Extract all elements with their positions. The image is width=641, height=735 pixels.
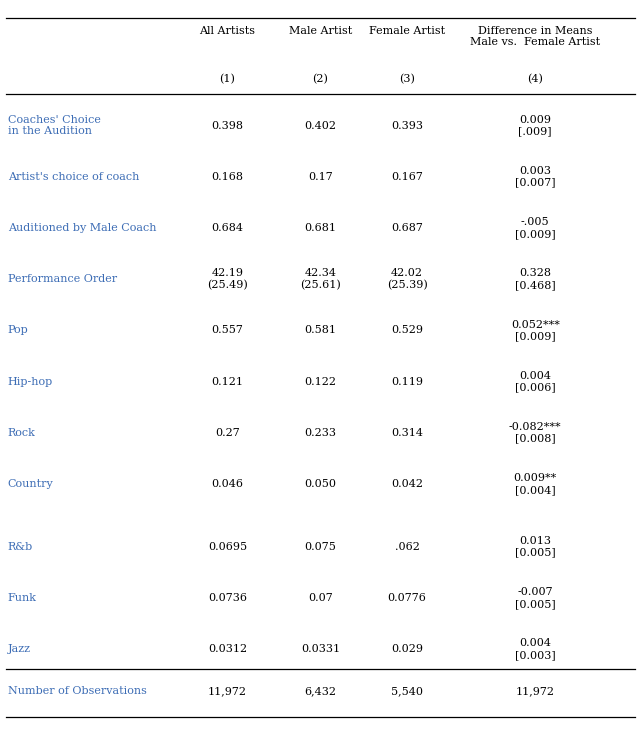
Text: 0.0312: 0.0312 — [208, 644, 247, 654]
Text: All Artists: All Artists — [199, 26, 256, 36]
Text: 42.34
(25.61): 42.34 (25.61) — [300, 268, 341, 290]
Text: 0.004
[0.003]: 0.004 [0.003] — [515, 639, 556, 660]
Text: 0.17: 0.17 — [308, 172, 333, 182]
Text: 0.0695: 0.0695 — [208, 542, 247, 552]
Text: Number of Observations: Number of Observations — [8, 686, 147, 696]
Text: Artist's choice of coach: Artist's choice of coach — [8, 172, 139, 182]
Text: 0.121: 0.121 — [212, 376, 244, 387]
Text: Female Artist: Female Artist — [369, 26, 445, 36]
Text: 0.050: 0.050 — [304, 479, 337, 489]
Text: 6,432: 6,432 — [304, 686, 337, 696]
Text: 0.046: 0.046 — [212, 479, 244, 489]
Text: 0.393: 0.393 — [391, 121, 423, 131]
Text: Coaches' Choice
in the Audition: Coaches' Choice in the Audition — [8, 115, 101, 137]
Text: 0.684: 0.684 — [212, 223, 244, 233]
Text: 0.398: 0.398 — [212, 121, 244, 131]
Text: -0.082***
[0.008]: -0.082*** [0.008] — [509, 422, 562, 444]
Text: 0.402: 0.402 — [304, 121, 337, 131]
Text: 0.07: 0.07 — [308, 593, 333, 603]
Text: -.005
[0.009]: -.005 [0.009] — [515, 217, 556, 239]
Text: 0.122: 0.122 — [304, 376, 337, 387]
Text: 0.167: 0.167 — [391, 172, 423, 182]
Text: Rock: Rock — [8, 428, 35, 438]
Text: 0.233: 0.233 — [304, 428, 337, 438]
Text: -0.007
[0.005]: -0.007 [0.005] — [515, 587, 556, 609]
Text: 42.19
(25.49): 42.19 (25.49) — [207, 268, 248, 290]
Text: 0.0776: 0.0776 — [388, 593, 426, 603]
Text: 0.042: 0.042 — [391, 479, 423, 489]
Text: Pop: Pop — [8, 326, 28, 335]
Text: Country: Country — [8, 479, 53, 489]
Text: 0.013
[0.005]: 0.013 [0.005] — [515, 536, 556, 558]
Text: 5,540: 5,540 — [391, 686, 423, 696]
Text: 0.009**
[0.004]: 0.009** [0.004] — [513, 473, 557, 495]
Text: Difference in Means
Male vs.  Female Artist: Difference in Means Male vs. Female Arti… — [470, 26, 601, 47]
Text: 0.581: 0.581 — [304, 326, 337, 335]
Text: Performance Order: Performance Order — [8, 274, 117, 284]
Text: 0.314: 0.314 — [391, 428, 423, 438]
Text: 11,972: 11,972 — [208, 686, 247, 696]
Text: Auditioned by Male Coach: Auditioned by Male Coach — [8, 223, 156, 233]
Text: 0.009
[.009]: 0.009 [.009] — [519, 115, 552, 137]
Text: 0.075: 0.075 — [304, 542, 337, 552]
Text: 0.687: 0.687 — [391, 223, 423, 233]
Text: 0.004
[0.006]: 0.004 [0.006] — [515, 370, 556, 392]
Text: 0.003
[0.007]: 0.003 [0.007] — [515, 166, 556, 187]
Text: 11,972: 11,972 — [516, 686, 554, 696]
Text: 0.0331: 0.0331 — [301, 644, 340, 654]
Text: (3): (3) — [399, 74, 415, 84]
Text: 0.0736: 0.0736 — [208, 593, 247, 603]
Text: 42.02
(25.39): 42.02 (25.39) — [387, 268, 428, 290]
Text: Hip-hop: Hip-hop — [8, 376, 53, 387]
Text: 0.529: 0.529 — [391, 326, 423, 335]
Text: 0.119: 0.119 — [391, 376, 423, 387]
Text: (1): (1) — [220, 74, 235, 84]
Text: 0.681: 0.681 — [304, 223, 337, 233]
Text: 0.168: 0.168 — [212, 172, 244, 182]
Text: R&b: R&b — [8, 542, 33, 552]
Text: (4): (4) — [528, 74, 543, 84]
Text: .062: .062 — [395, 542, 419, 552]
Text: (2): (2) — [313, 74, 328, 84]
Text: 0.052***
[0.009]: 0.052*** [0.009] — [511, 320, 560, 341]
Text: 0.27: 0.27 — [215, 428, 240, 438]
Text: 0.029: 0.029 — [391, 644, 423, 654]
Text: 0.557: 0.557 — [212, 326, 244, 335]
Text: Funk: Funk — [8, 593, 37, 603]
Text: Male Artist: Male Artist — [289, 26, 352, 36]
Text: Jazz: Jazz — [8, 644, 31, 654]
Text: 0.328
[0.468]: 0.328 [0.468] — [515, 268, 556, 290]
